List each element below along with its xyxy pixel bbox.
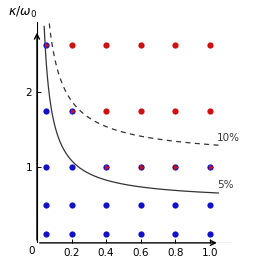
Text: $\kappa/\omega_0$: $\kappa/\omega_0$ <box>8 5 37 20</box>
Text: 5%: 5% <box>217 180 233 190</box>
Text: 0: 0 <box>28 246 35 256</box>
Text: 10%: 10% <box>217 133 240 143</box>
